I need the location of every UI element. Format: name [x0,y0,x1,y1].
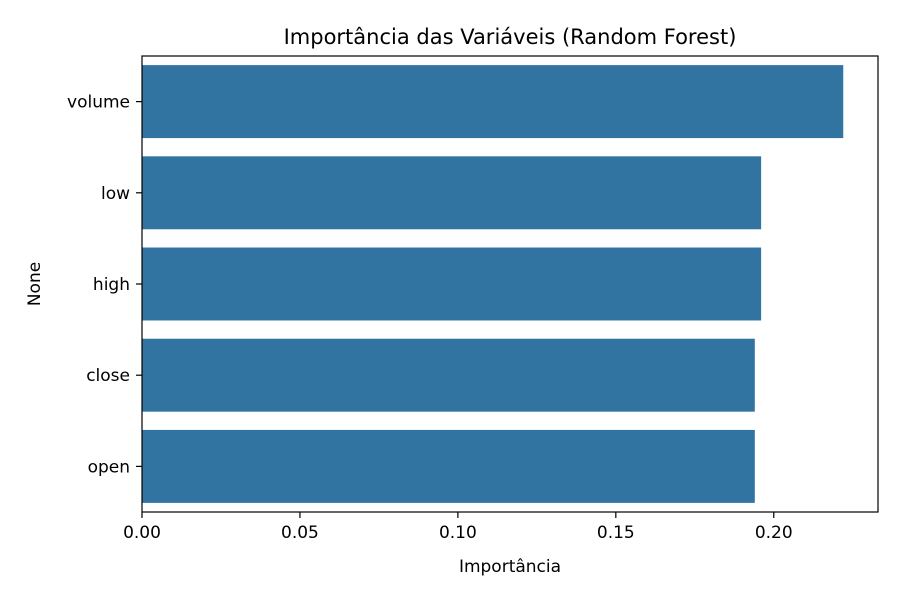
x-axis-label: Importância [459,557,561,577]
y-tick-label-volume: volume [67,93,130,113]
x-tick-label-0: 0.00 [123,523,161,543]
bar-low [142,156,762,230]
bar-open [142,429,755,503]
bar-close [142,338,755,412]
y-tick-label-open: open [88,457,130,477]
x-tick-label-3: 0.15 [597,523,635,543]
bar-high [142,247,762,321]
x-tick-label-1: 0.05 [281,523,319,543]
x-tick-label-4: 0.20 [755,523,793,543]
y-axis-label: None [25,262,45,306]
chart-title: Importância das Variáveis (Random Forest… [284,25,737,49]
y-axis-ticks: volume low high close open [67,93,142,477]
bars-group [142,65,844,503]
x-axis-ticks: 0.00 0.05 0.10 0.15 0.20 [123,512,793,543]
y-tick-label-close: close [86,366,130,386]
plot-frame [141,55,879,513]
y-tick-label-high: high [93,275,130,295]
x-tick-label-2: 0.10 [439,523,477,543]
bar-volume [142,65,844,139]
y-tick-label-low: low [101,184,130,204]
